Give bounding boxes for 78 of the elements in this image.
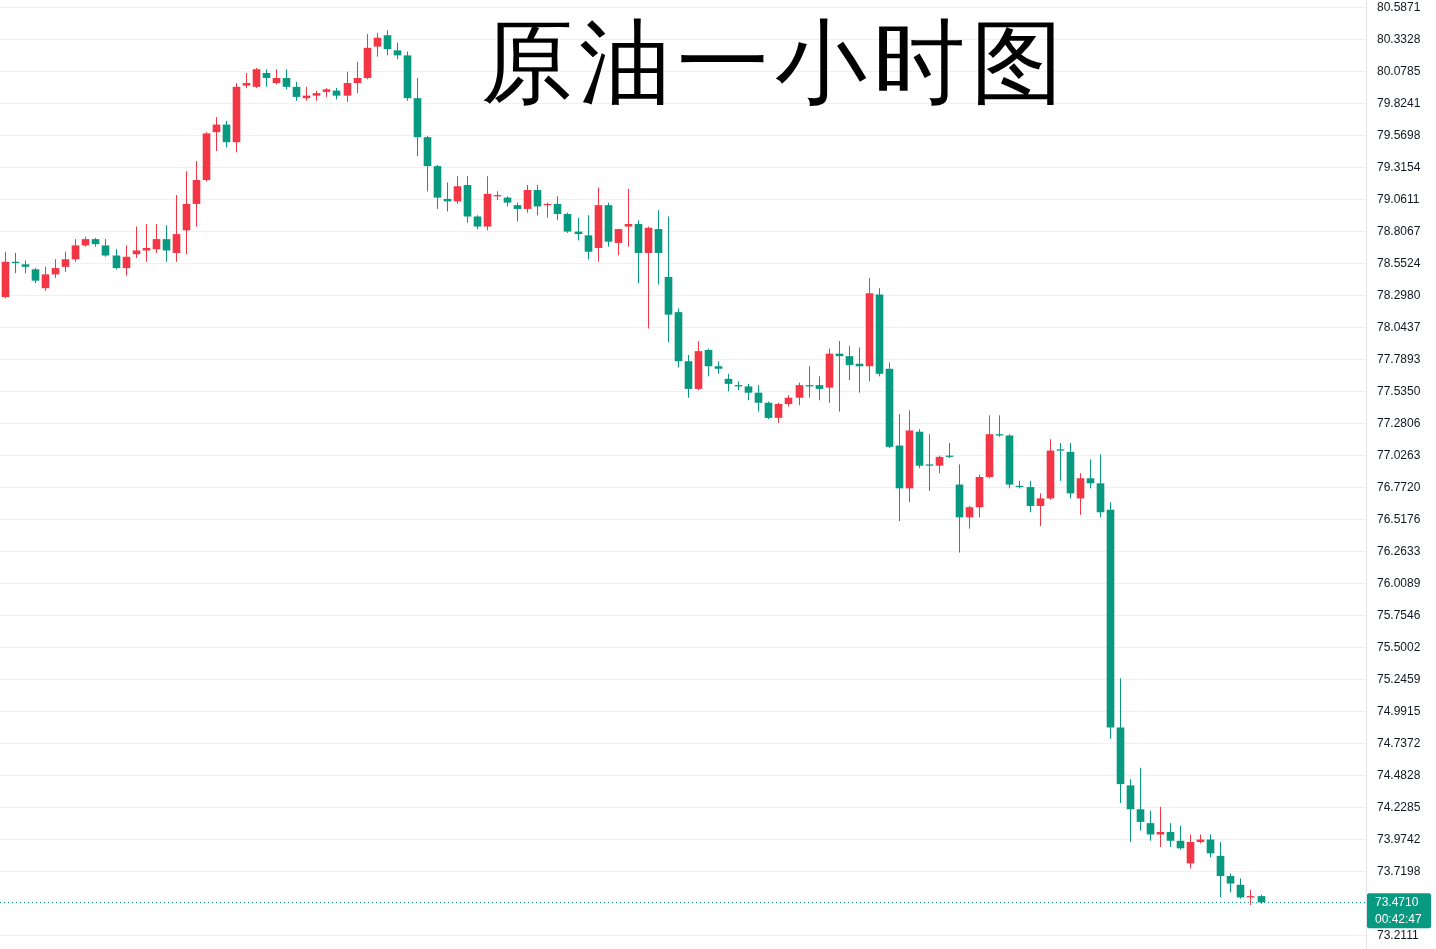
- candlestick: [1136, 767, 1145, 832]
- y-tick-label: 78.0437: [1377, 319, 1421, 334]
- y-tick-label: 77.0263: [1377, 447, 1421, 462]
- candlestick: [282, 68, 291, 90]
- candlestick: [373, 32, 382, 58]
- candlestick: [172, 194, 181, 263]
- candlestick: [453, 175, 462, 205]
- y-tick-label: 75.2459: [1377, 671, 1421, 686]
- candlestick: [1056, 442, 1065, 482]
- y-tick-label: 76.7720: [1377, 479, 1421, 494]
- y-tick-label: 78.5524: [1377, 255, 1421, 270]
- candlestick: [523, 184, 532, 214]
- candlestick: [624, 188, 633, 248]
- y-tick-label: 76.0089: [1377, 575, 1421, 590]
- candlestick: [1036, 492, 1045, 527]
- y-tick-label: 79.0611: [1377, 191, 1420, 206]
- candlestick: [815, 375, 824, 401]
- candlestick: [704, 348, 713, 377]
- candlestick: [1026, 480, 1035, 513]
- chart-title: 原油一小时图: [481, 8, 1069, 116]
- candlestick: [353, 61, 362, 94]
- candlestick: [383, 29, 392, 56]
- candlestick: [1086, 458, 1095, 489]
- y-tick-label: 77.7893: [1377, 351, 1421, 366]
- candlestick: [162, 224, 171, 263]
- y-tick-label: 75.7546: [1377, 607, 1421, 622]
- y-tick-label: 80.0785: [1377, 63, 1421, 78]
- candlestick: [41, 266, 50, 292]
- ref-line-label: 73.4710: [1375, 895, 1419, 910]
- candlestick: [614, 228, 623, 256]
- candlestick: [152, 223, 161, 254]
- y-tick-label: 80.3328: [1377, 31, 1421, 46]
- text: 00:42:47: [1375, 912, 1423, 927]
- candlestick: [192, 160, 201, 228]
- candlestick: [654, 209, 663, 285]
- y-tick-label: 76.5176: [1377, 511, 1421, 526]
- y-tick-label: 77.2806: [1377, 415, 1421, 430]
- y-tick-label: 74.4828: [1377, 767, 1421, 782]
- y-tick-label: 73.2111: [1377, 928, 1419, 943]
- y-tick-label: 79.3154: [1377, 159, 1421, 174]
- candlestick: [132, 226, 141, 259]
- candlestick: [553, 195, 562, 221]
- y-tick-label: 73.7198: [1377, 863, 1421, 878]
- candlestick: [1226, 872, 1235, 893]
- candlestick: [71, 238, 80, 263]
- candlestick: [1076, 472, 1085, 516]
- candlestick: [965, 505, 974, 530]
- candlestick: [1126, 778, 1135, 843]
- candlestick: [122, 244, 131, 277]
- y-tick-label: 75.5002: [1377, 639, 1421, 654]
- candlestick: [292, 81, 301, 102]
- candlestick: [754, 384, 763, 413]
- candlestick: [845, 345, 854, 381]
- candlestick: [795, 382, 804, 406]
- candlestick: [61, 251, 70, 273]
- y-tick-label: 74.2285: [1377, 799, 1421, 814]
- y-tick-label: 74.9915: [1377, 703, 1421, 718]
- y-tick-label: 80.5871: [1377, 0, 1421, 14]
- y-tick-label: 73.9742: [1377, 831, 1421, 846]
- y-tick-label: 78.8067: [1377, 223, 1421, 238]
- y-tick-label: 78.2980: [1377, 287, 1421, 302]
- y-tick-label: 74.7372: [1377, 735, 1421, 750]
- candlestick: [252, 67, 261, 89]
- candlestick: [343, 71, 352, 103]
- y-tick-label: 77.5350: [1377, 383, 1421, 398]
- candlestick: [1186, 833, 1195, 869]
- y-tick-label: 76.2633: [1377, 543, 1421, 558]
- candlestick: [1216, 841, 1225, 898]
- candlestick: [774, 402, 783, 424]
- candlestick: [1146, 810, 1155, 842]
- y-tick-label: 79.8241: [1377, 95, 1421, 110]
- y-tick-label: 79.5698: [1377, 127, 1421, 142]
- candlestick: [533, 184, 542, 216]
- candlestick: [1166, 822, 1175, 848]
- candlestick: [584, 214, 593, 260]
- candlestick: [563, 212, 572, 234]
- candlestick: [513, 202, 522, 223]
- candlestick: [925, 433, 934, 492]
